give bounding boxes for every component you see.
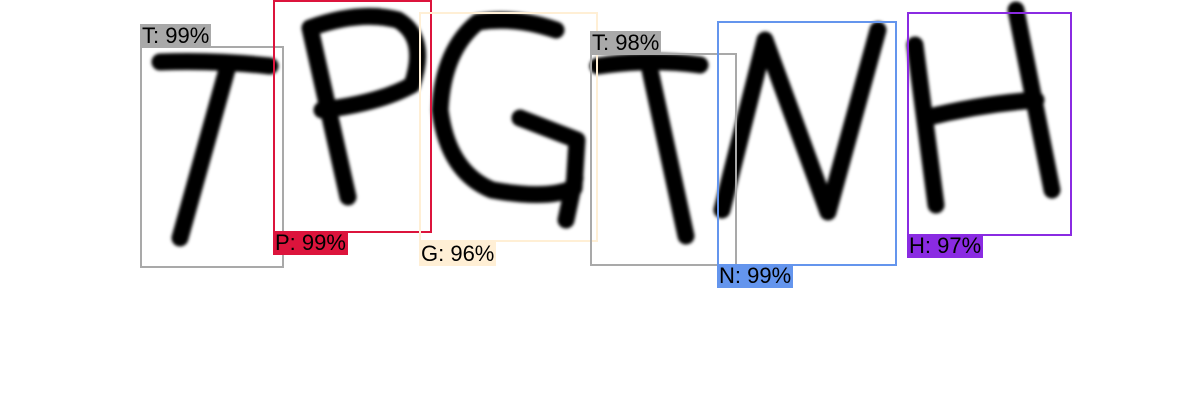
detection-box-t-2	[590, 53, 737, 266]
detection-label-p: P: 99%	[273, 230, 348, 255]
detection-label-h: H: 97%	[907, 233, 984, 258]
glyph-t-1	[151, 53, 279, 75]
detection-label-g: G: 96%	[419, 241, 497, 266]
glyph-p	[301, 7, 427, 206]
detection-box-g	[419, 12, 598, 242]
detection-box-p	[273, 0, 432, 233]
detection-box-t-1	[140, 46, 284, 268]
detection-label-n: N: 99%	[717, 263, 794, 288]
glyph-n	[713, 21, 887, 221]
glyph-g	[431, 11, 586, 229]
detection-label-t-1: T: 99%	[140, 23, 212, 48]
glyph-t-1-stem	[171, 57, 237, 247]
glyph-h-bar	[916, 91, 1045, 127]
detection-box-n	[717, 21, 897, 266]
detection-label-t-2: T: 98%	[590, 30, 662, 55]
detection-box-h	[907, 12, 1072, 236]
glyph-t-2-stem	[641, 61, 695, 245]
